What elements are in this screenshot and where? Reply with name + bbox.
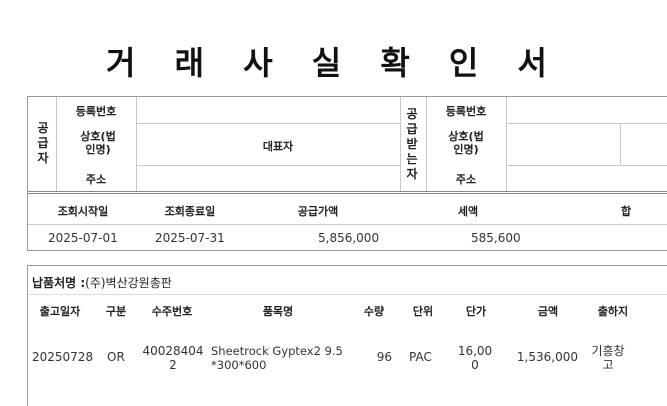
delivery-destination: 납품처명 :(주)벽산강원총판 [32,274,172,291]
summary-header-supply: 공급가액 [297,205,339,218]
summary-header-end: 조회종료일 [164,205,216,218]
receiver-company-label: 상호(법인명) [448,130,484,156]
row-order-no: 40028404 2 [142,344,204,372]
col-header-unit: 단위 [412,305,434,318]
summary-header-tax: 세액 [457,205,479,218]
receiver-reg-label: 등록번호 [445,105,487,118]
col-header-amount: 금액 [537,305,559,318]
row-origin: 기흥창 고 [591,344,625,372]
supplier-side-label: 공급자 [37,121,49,165]
delivery-destination-label: 납품처명 : [32,276,86,290]
supplier-company-label: 상호(법인명) [80,130,116,156]
summary-end-date: 2025-07-31 [155,231,225,245]
receiver-side-label: 공급받는자 [406,107,418,181]
row-price: 16,00 0 [457,344,493,372]
receiver-address-label: 주소 [455,173,477,186]
delivery-detail-table: 납품처명 :(주)벽산강원총판 출고일자 구분 수주번호 품목명 수량 단위 단… [27,265,667,406]
row-date: 20250728 [32,350,94,364]
col-header-price: 단가 [465,305,487,318]
summary-tax-amount: 585,600 [471,231,521,245]
document-title: 거 래 사 실 확 인 서 [106,44,561,82]
col-header-date: 출고일자 [39,305,81,318]
summary-header-start: 조회시작일 [57,205,109,218]
summary-header-total: 합 [620,205,632,218]
col-header-order-no: 수주번호 [151,305,193,318]
col-header-type: 구분 [105,305,127,318]
row-type: OR [107,350,125,364]
col-header-origin: 출하지 [597,305,629,318]
delivery-destination-name: (주)벽산강원총판 [85,276,172,290]
supplier-reg-label: 등록번호 [75,105,117,118]
col-header-item: 품목명 [262,305,294,318]
supplier-address-label: 주소 [85,173,107,186]
summary-supply-amount: 5,856,000 [318,231,380,245]
row-amount: 1,536,000 [516,350,578,364]
supplier-ceo-label: 대표자 [262,140,294,153]
row-item: Sheetrock Gyptex2 9.5 *300*600 [211,344,343,372]
party-info-table: 공급자 등록번호 상호(법인명) 주소 대표자 공급받는자 등록번호 상호(법인… [27,96,667,251]
col-header-qty: 수량 [363,305,385,318]
row-unit: PAC [409,350,432,364]
summary-start-date: 2025-07-01 [48,231,118,245]
row-qty: 96 [376,350,392,364]
